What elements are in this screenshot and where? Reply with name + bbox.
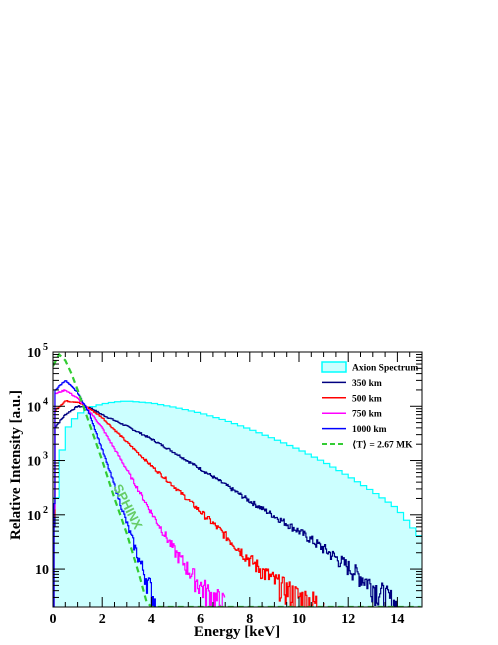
y-tick-label: 10 — [27, 509, 41, 524]
y-tick-label: 10 — [35, 563, 49, 578]
x-axis-title: Energy [keV] — [194, 624, 280, 640]
y-tick-label: 10 — [27, 346, 41, 361]
series-line-2 — [53, 399, 325, 607]
legend-label: ⟨T⟩ = 2.67 MK — [352, 440, 413, 451]
x-tick-label: 2 — [99, 612, 106, 627]
legend-label: Axion Spectrum — [352, 364, 418, 374]
series-line-4 — [53, 380, 157, 607]
legend-label: 500 km — [352, 394, 382, 404]
y-tick-exponent: 4 — [43, 396, 48, 407]
y-tick-exponent: 2 — [43, 505, 48, 516]
x-tick-label: 10 — [292, 612, 306, 627]
series-axion-outline — [53, 400, 422, 607]
x-tick-label: 8 — [246, 612, 253, 627]
y-tick-label: 10 — [27, 400, 41, 415]
legend-label: 750 km — [352, 410, 382, 420]
legend-label: 350 km — [352, 379, 382, 389]
y-axis-title: Relative Intensity [a.u.] — [8, 390, 24, 540]
legend: Axion Spectrum 350 km 500 km 750 km 1000 km ⟨… — [321, 361, 418, 451]
legend-swatch-axion — [321, 361, 347, 373]
y-tick-exponent: 3 — [43, 451, 48, 462]
legend-label: 1000 km — [352, 425, 387, 435]
x-tick-label: 12 — [341, 612, 355, 627]
x-tick-label: 0 — [50, 612, 57, 627]
x-tick-label: 6 — [197, 612, 204, 627]
series-axion-fill — [53, 401, 422, 607]
x-tick-label: 4 — [148, 612, 155, 627]
plot-area — [53, 352, 422, 607]
y-tick-exponent: 5 — [43, 342, 48, 353]
y-tick-label: 10 — [27, 455, 41, 470]
series-line-3 — [53, 389, 226, 607]
series-line-1 — [53, 405, 399, 607]
x-tick-label: 14 — [390, 612, 404, 627]
